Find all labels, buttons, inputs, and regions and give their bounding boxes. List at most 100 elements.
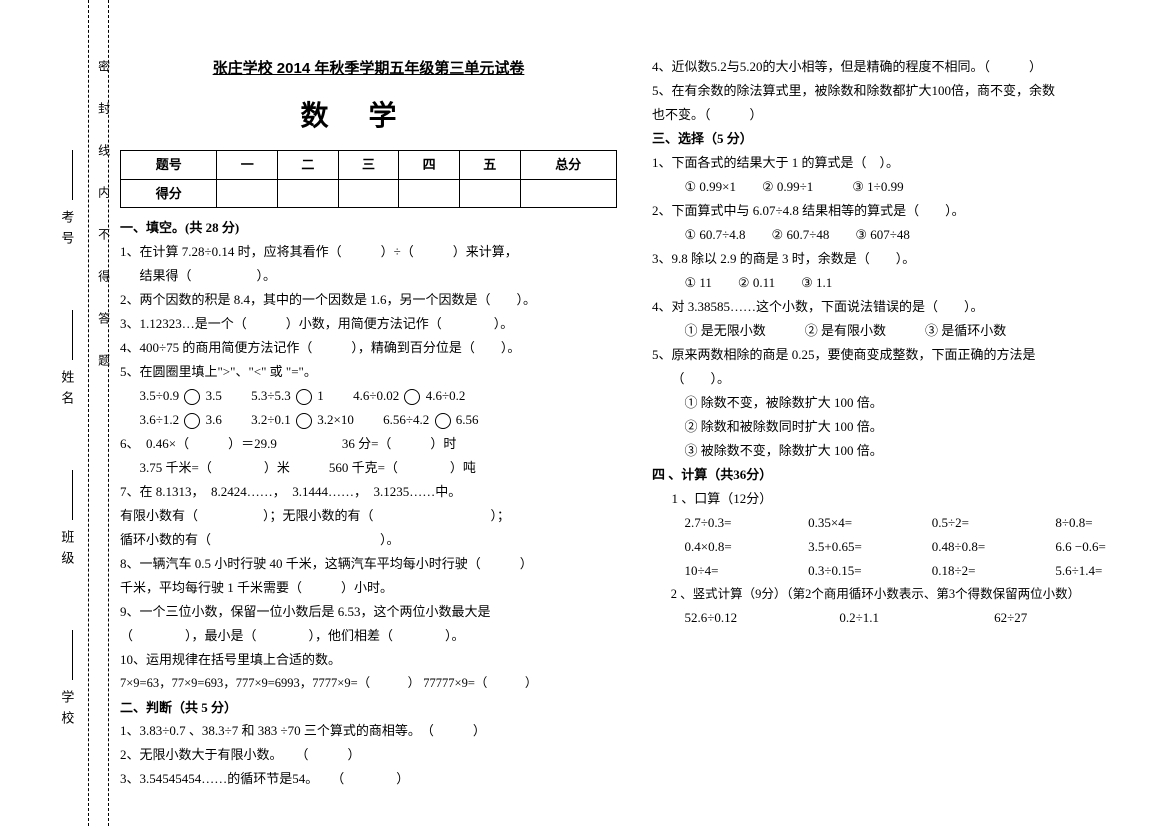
- question-cont: 结果得（ ）。: [120, 264, 617, 288]
- question-cont: 有限小数有（ ）；无限小数的有（ ）；: [120, 504, 617, 528]
- field-school: 学校: [55, 690, 78, 732]
- col-header: 一: [217, 151, 278, 179]
- binding-margin: 考号 姓名 班级 学校 密封线内不得答题: [0, 0, 115, 826]
- calc-item: 0.35×4=: [808, 511, 902, 535]
- options: ① 11 ② 0.11 ③ 1.1: [652, 271, 1149, 295]
- field-class: 班级: [55, 530, 78, 572]
- field-underline: [72, 150, 73, 200]
- calc-item: 3.5+0.65=: [808, 535, 902, 559]
- col-header: 题号: [121, 151, 217, 179]
- question-cont: （ ）。: [652, 367, 1149, 391]
- question: 1、下面各式的结果大于 1 的算式是（ ）。: [652, 151, 1149, 175]
- subject-title: 数学: [120, 92, 617, 142]
- calc-row: 0.4×0.8= 3.5+0.65= 0.48÷0.8= 6.6 −0.6=: [652, 535, 1149, 559]
- expr: 6.56÷4.2: [383, 412, 429, 427]
- field-underline: [72, 310, 73, 360]
- fold-line-1: [88, 0, 89, 826]
- field-underline: [72, 630, 73, 680]
- table-row: 得分: [121, 179, 617, 207]
- sub-head: 1 、口算（12分）: [652, 487, 1149, 511]
- section-head: 一、填空。(共 28 分): [120, 216, 617, 239]
- question: 5、在有余数的除法算式里，被除数和除数都扩大100倍，商不变，余数: [652, 79, 1149, 103]
- question: 3、1.12323…是一个（ ）小数，用简便方法记作（ ）。: [120, 312, 617, 336]
- calc-item: 0.18÷2=: [932, 559, 1026, 583]
- circle-blank: [296, 413, 312, 429]
- question-cont: （ ），最小是（ ），他们相差（ ）。: [120, 624, 617, 648]
- field-underline: [72, 470, 73, 520]
- question-cont: 7×9=63，77×9=693，777×9=6993，7777×9=（ ） 77…: [120, 672, 617, 695]
- question: 10、运用规律在括号里填上合适的数。: [120, 648, 617, 672]
- section-head: 二、判断（共 5 分）: [120, 696, 617, 719]
- option: ③ 被除数不变，除数扩大 100 倍。: [652, 439, 1149, 463]
- seal-line-text: 密封线内不得答题: [92, 60, 114, 396]
- col-header: 四: [399, 151, 460, 179]
- circle-blank: [184, 413, 200, 429]
- expr: 3.2×10: [317, 412, 354, 427]
- score-cell: [338, 179, 399, 207]
- score-cell: [278, 179, 339, 207]
- question: 4、对 3.38585……这个小数，下面说法错误的是（ ）。: [652, 295, 1149, 319]
- page-content: 张庄学校 2014 年秋季学期五年级第三单元试卷 数学 题号 一 二 三 四 五…: [120, 55, 1149, 806]
- circle-blank: [435, 413, 451, 429]
- question-cont: 千米，平均每行驶 1 千米需要（ ）小时。: [120, 576, 617, 600]
- circle-blank: [404, 389, 420, 405]
- calc-item: 5.6÷1.4=: [1055, 559, 1149, 583]
- expr: 3.5: [206, 388, 222, 403]
- expr: 1: [317, 388, 324, 403]
- question: 1、3.83÷0.7 、38.3÷7 和 383 ÷70 三个算式的商相等。 （…: [120, 719, 617, 743]
- calc-item: 0.2÷1.1: [839, 606, 994, 630]
- score-label: 得分: [121, 179, 217, 207]
- col-header: 二: [278, 151, 339, 179]
- options: ① 0.99×1 ② 0.99÷1 ③ 1÷0.99: [652, 175, 1149, 199]
- question: 2、下面算式中与 6.07÷4.8 结果相等的算式是（ ）。: [652, 199, 1149, 223]
- question: 5、原来两数相除的商是 0.25，要使商变成整数，下面正确的方法是: [652, 343, 1149, 367]
- question: 6、 0.46×（ ）＝29.9 36 分=（ ）时: [120, 432, 617, 456]
- question-cont: 也不变。（ ）: [652, 103, 1149, 127]
- question: 3、3.54545454……的循环节是54。 （ ）: [120, 767, 617, 791]
- expr: 3.6: [206, 412, 222, 427]
- score-cell: [459, 179, 520, 207]
- calc-item: 62÷27: [994, 606, 1149, 630]
- section-head: 三、选择（5 分）: [652, 127, 1149, 150]
- calc-item: 10÷4=: [685, 559, 779, 583]
- exam-title: 张庄学校 2014 年秋季学期五年级第三单元试卷: [120, 55, 617, 82]
- calc-item: 52.6÷0.12: [685, 606, 840, 630]
- column-right: 4、近似数5.2与5.20的大小相等，但是精确的程度不相同。（ ） 5、在有余数…: [652, 55, 1149, 806]
- question: 3、9.8 除以 2.9 的商是 3 时，余数是（ ）。: [652, 247, 1149, 271]
- question-cont: 3.75 千米=（ ）米 560 千克=（ ）吨: [120, 456, 617, 480]
- col-header: 总分: [520, 151, 616, 179]
- expr: 3.2÷0.1: [251, 412, 291, 427]
- calc-item: 6.6 −0.6=: [1055, 535, 1149, 559]
- question: 5、在圆圈里填上">"、"<" 或 "="。: [120, 360, 617, 384]
- options: ① 是无限小数 ② 是有限小数 ③ 是循环小数: [652, 319, 1149, 343]
- expr: 5.3÷5.3: [251, 388, 291, 403]
- calc-item: 0.3÷0.15=: [808, 559, 902, 583]
- expr: 3.5÷0.9: [140, 388, 180, 403]
- compare-row: 3.6÷1.2 3.6 3.2÷0.1 3.2×10 6.56÷4.2 6.56: [120, 408, 617, 432]
- score-table: 题号 一 二 三 四 五 总分 得分: [120, 150, 617, 208]
- calc-item: 0.4×0.8=: [685, 535, 779, 559]
- question-cont: 循环小数的有（ ）。: [120, 528, 617, 552]
- question: 8、一辆汽车 0.5 小时行驶 40 千米，这辆汽车平均每小时行驶（ ）: [120, 552, 617, 576]
- question: 9、一个三位小数，保留一位小数后是 6.53，这个两位小数最大是: [120, 600, 617, 624]
- field-name: 姓名: [55, 370, 78, 412]
- score-cell: [217, 179, 278, 207]
- question: 2、两个因数的积是 8.4，其中的一个因数是 1.6，另一个因数是（ ）。: [120, 288, 617, 312]
- expr: 4.6÷0.02: [353, 388, 399, 403]
- expr: 6.56: [456, 412, 479, 427]
- col-header: 三: [338, 151, 399, 179]
- score-cell: [399, 179, 460, 207]
- col-header: 五: [459, 151, 520, 179]
- score-cell: [520, 179, 616, 207]
- calc-item: 0.48÷0.8=: [932, 535, 1026, 559]
- sub-head: 2 、竖式计算（9分）（第2个商用循环小数表示、第3个得数保留两位小数）: [652, 583, 1149, 606]
- option: ② 除数和被除数同时扩大 100 倍。: [652, 415, 1149, 439]
- options: ① 60.7÷4.8 ② 60.7÷48 ③ 607÷48: [652, 223, 1149, 247]
- circle-blank: [184, 389, 200, 405]
- calc-item: 0.5÷2=: [932, 511, 1026, 535]
- calc-item: 8÷0.8=: [1055, 511, 1149, 535]
- calc-item: 2.7÷0.3=: [685, 511, 779, 535]
- expr: 4.6÷0.2: [426, 388, 466, 403]
- question: 4、近似数5.2与5.20的大小相等，但是精确的程度不相同。（ ）: [652, 55, 1149, 79]
- calc-row: 2.7÷0.3= 0.35×4= 0.5÷2= 8÷0.8=: [652, 511, 1149, 535]
